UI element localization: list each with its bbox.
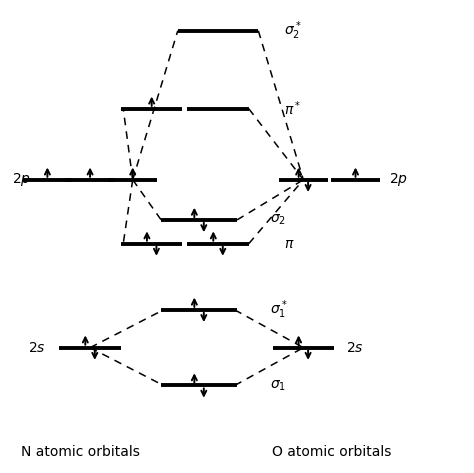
Text: $2p$: $2p$ <box>389 171 408 188</box>
Text: $\pi^*$: $\pi^*$ <box>284 99 302 118</box>
Text: $\sigma_2^*$: $\sigma_2^*$ <box>284 19 302 42</box>
Text: $2s$: $2s$ <box>346 341 364 355</box>
Text: O atomic orbitals: O atomic orbitals <box>272 445 392 459</box>
Text: $\sigma_1$: $\sigma_1$ <box>270 378 286 393</box>
Text: $2p$: $2p$ <box>12 171 31 188</box>
Text: N atomic orbitals: N atomic orbitals <box>21 445 140 459</box>
Text: $\sigma_1^*$: $\sigma_1^*$ <box>270 298 288 321</box>
Text: $2s$: $2s$ <box>28 341 46 355</box>
Text: $\pi$: $\pi$ <box>284 236 295 251</box>
Text: $\sigma_2$: $\sigma_2$ <box>270 213 286 227</box>
